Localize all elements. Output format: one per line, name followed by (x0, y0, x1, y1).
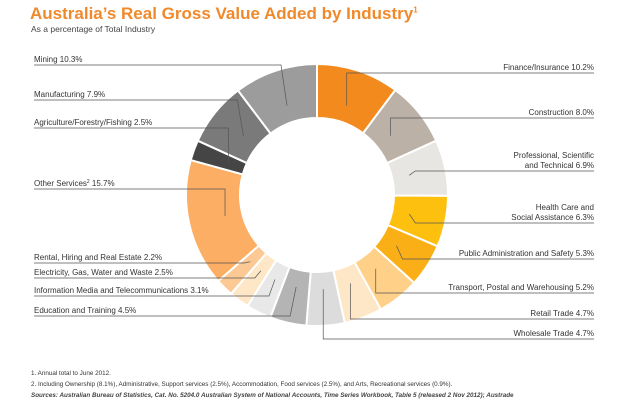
slice-labels: Finance/Insurance 10.2% Construction 8.0%… (34, 55, 594, 338)
chart-subtitle: As a percentage of Total Industry (31, 24, 156, 34)
leader-line-transport-postal-and-warehousing (375, 268, 594, 294)
label-public-administration-and-safety: Public Administration and Safety 5.3% (459, 249, 594, 258)
donut-slices (185, 62, 450, 327)
footnote-2: 2. Including Ownership (8.1%), Administr… (31, 381, 453, 388)
leader-line-rental-hiring-and-real-estate (34, 261, 251, 264)
leader-line-mining (34, 64, 288, 106)
label-education-and-training: Education and Training 4.5% (34, 306, 136, 315)
label-construction: Construction 8.0% (529, 108, 594, 117)
leader-line-health-care-and-social-assistance (409, 213, 594, 224)
leader-line-construction (390, 117, 594, 136)
label-finance-insurance: Finance/Insurance 10.2% (503, 63, 594, 72)
title-footnote-marker: 1 (413, 5, 418, 15)
label-professional-scientific-and-technical: Professional, Scientific and Technical 6.… (514, 151, 594, 170)
label-manufacturing: Manufacturing 7.9% (34, 90, 105, 99)
label-other-services: Other Services2 15.7% (34, 179, 115, 188)
leader-line-wholesale-trade (322, 289, 594, 340)
leader-line-manufacturing (34, 99, 244, 137)
leader-line-finance-insurance (346, 72, 594, 106)
footnote-1: 1. Annual total to June 2012. (31, 370, 111, 377)
label-electricity-gas-water-and-waste: Electricity, Gas, Water and Waste 2.5% (34, 268, 173, 277)
label-wholesale-trade: Wholesale Trade 4.7% (514, 329, 595, 338)
source-note: Sources: Australian Bureau of Statistics… (31, 392, 514, 399)
footnotes: 1. Annual total to June 2012. 2. Includi… (31, 368, 514, 401)
label-health-care-and-social-assistance: Health Care and Social Assistance 6.3% (511, 203, 594, 222)
label-mining: Mining 10.3% (34, 55, 82, 64)
label-information-media-and-telecommunications: Information Media and Telecommunications… (34, 286, 209, 295)
label-transport-postal-and-warehousing: Transport, Postal and Warehousing 5.2% (448, 283, 594, 292)
leader-line-public-administration-and-safety (396, 245, 594, 260)
leader-lines (34, 64, 594, 340)
label-agriculture-forestry-fishing: Agriculture/Forestry/Fishing 2.5% (34, 118, 152, 127)
leader-line-professional-scientific-and-technical (409, 170, 594, 176)
donut-chart: Finance/Insurance 10.2% Construction 8.0%… (34, 55, 594, 340)
chart-title: Australia’s Real Gross Value Added by In… (30, 4, 418, 23)
slice-mining (236, 62, 318, 135)
leader-line-other-services (34, 188, 226, 216)
label-rental-hiring-and-real-estate: Rental, Hiring and Real Estate 2.2% (34, 253, 162, 262)
leader-line-education-and-training (34, 286, 297, 317)
leader-line-agriculture-forestry-fishing (34, 127, 229, 163)
label-retail-trade: Retail Trade 4.7% (530, 309, 594, 318)
leader-line-information-media-and-telecommunications (34, 279, 276, 297)
leader-line-electricity-gas-water-and-waste (34, 270, 262, 279)
leader-line-retail-trade (349, 283, 594, 320)
